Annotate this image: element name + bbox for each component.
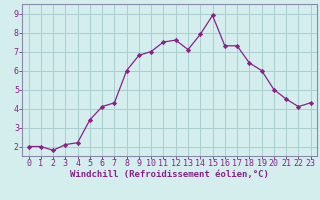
X-axis label: Windchill (Refroidissement éolien,°C): Windchill (Refroidissement éolien,°C)	[70, 170, 269, 179]
